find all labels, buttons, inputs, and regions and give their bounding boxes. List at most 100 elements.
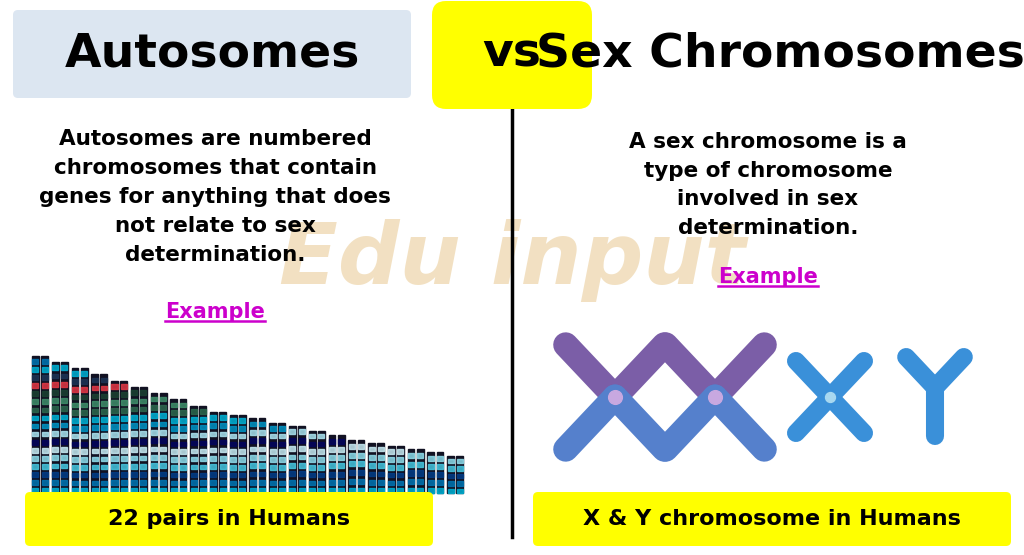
Bar — [42, 391, 47, 396]
Bar — [140, 423, 146, 428]
Bar — [160, 430, 166, 435]
Bar — [290, 471, 296, 476]
Bar — [200, 465, 206, 469]
Bar — [219, 448, 225, 452]
Bar — [299, 438, 304, 443]
Bar — [309, 431, 315, 493]
Bar — [210, 431, 216, 436]
Bar — [92, 488, 97, 493]
Bar — [417, 471, 423, 476]
Bar — [121, 488, 127, 493]
Bar — [417, 462, 423, 467]
Bar — [160, 488, 166, 493]
Bar — [230, 418, 237, 423]
Bar — [200, 448, 206, 453]
Bar — [151, 488, 157, 493]
Bar — [170, 400, 177, 493]
Bar — [72, 411, 78, 415]
Bar — [92, 401, 97, 406]
Bar — [61, 390, 68, 395]
Bar — [318, 431, 325, 493]
Bar — [250, 488, 256, 493]
Bar — [81, 411, 87, 415]
Bar — [200, 441, 206, 445]
Bar — [378, 488, 384, 493]
Bar — [112, 384, 118, 388]
Bar — [180, 442, 186, 446]
Bar — [112, 416, 118, 421]
Bar — [428, 480, 434, 485]
Bar — [52, 447, 58, 452]
Bar — [72, 371, 78, 376]
Bar — [279, 473, 285, 477]
Bar — [140, 387, 146, 493]
Bar — [81, 450, 87, 454]
Bar — [81, 481, 87, 485]
Bar — [61, 365, 68, 370]
Bar — [318, 442, 325, 446]
Bar — [131, 407, 137, 411]
Bar — [437, 472, 443, 477]
Bar — [33, 400, 39, 404]
Bar — [417, 453, 423, 458]
Bar — [200, 425, 206, 430]
Bar — [200, 481, 206, 485]
Bar — [230, 442, 237, 446]
Bar — [388, 457, 394, 462]
Bar — [219, 412, 226, 493]
Bar — [279, 465, 285, 470]
Bar — [112, 392, 118, 397]
Bar — [33, 416, 39, 420]
Bar — [358, 461, 364, 467]
Bar — [112, 465, 118, 469]
Bar — [219, 472, 225, 477]
Bar — [81, 457, 87, 462]
Bar — [447, 473, 454, 478]
Bar — [33, 423, 39, 428]
Bar — [230, 488, 237, 493]
Bar — [42, 488, 47, 493]
Bar — [52, 480, 58, 485]
Bar — [171, 434, 177, 438]
Bar — [42, 440, 47, 445]
Bar — [180, 481, 186, 485]
Bar — [151, 422, 157, 426]
Bar — [259, 472, 265, 476]
Bar — [72, 457, 78, 462]
Bar — [259, 418, 265, 493]
Bar — [180, 473, 186, 477]
Bar — [219, 423, 225, 428]
Bar — [151, 455, 157, 460]
Bar — [309, 442, 315, 446]
Bar — [318, 434, 325, 438]
Bar — [329, 455, 335, 460]
Bar — [348, 440, 355, 493]
Bar — [230, 457, 237, 462]
Bar — [101, 386, 106, 390]
Bar — [230, 434, 237, 438]
FancyBboxPatch shape — [534, 492, 1011, 546]
Bar — [52, 362, 58, 493]
Bar — [219, 415, 225, 420]
Bar — [151, 480, 157, 485]
Bar — [180, 450, 186, 454]
Bar — [269, 481, 275, 485]
Bar — [388, 465, 394, 470]
Bar — [250, 438, 256, 443]
Bar — [179, 400, 186, 493]
Bar — [121, 448, 127, 453]
Bar — [52, 390, 58, 395]
Bar — [269, 442, 275, 446]
Bar — [101, 457, 106, 461]
Text: Example: Example — [165, 302, 265, 322]
Bar — [112, 472, 118, 477]
Bar — [140, 464, 146, 468]
Bar — [388, 450, 394, 454]
Bar — [318, 465, 325, 470]
Bar — [210, 440, 216, 445]
Bar — [121, 480, 127, 485]
Bar — [121, 456, 127, 461]
Bar — [180, 457, 186, 462]
Bar — [240, 442, 246, 446]
Bar — [338, 439, 344, 443]
